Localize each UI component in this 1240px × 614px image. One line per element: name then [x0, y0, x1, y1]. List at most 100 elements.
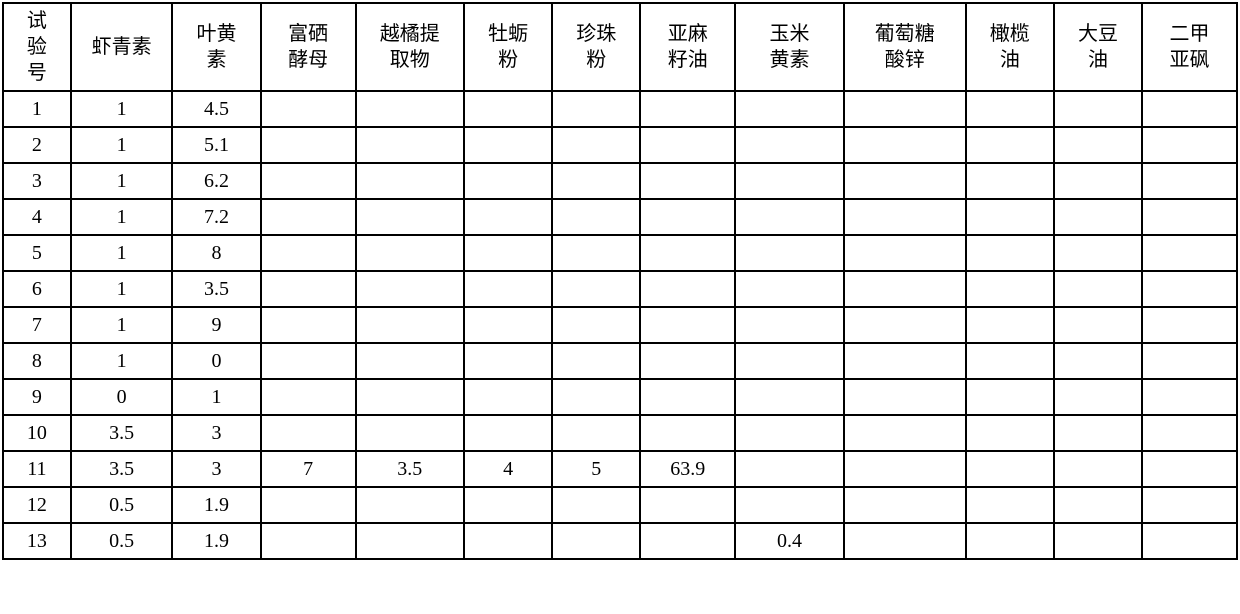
table-cell	[640, 379, 735, 415]
table-cell	[844, 235, 966, 271]
table-row: 901	[3, 379, 1237, 415]
table-cell	[1054, 487, 1142, 523]
table-cell: 7	[261, 451, 356, 487]
table-cell	[464, 235, 552, 271]
table-cell	[966, 127, 1054, 163]
table-cell	[552, 379, 640, 415]
table-cell	[261, 199, 356, 235]
table-cell	[966, 163, 1054, 199]
table-cell	[735, 415, 843, 451]
table-cell	[464, 127, 552, 163]
table-cell	[735, 91, 843, 127]
table-cell: 3	[3, 163, 71, 199]
table-cell	[552, 487, 640, 523]
table-cell	[844, 307, 966, 343]
table-cell	[1142, 523, 1237, 559]
table-cell: 0	[172, 343, 260, 379]
table-cell: 12	[3, 487, 71, 523]
table-cell	[464, 271, 552, 307]
table-cell	[1142, 91, 1237, 127]
table-cell: 1	[71, 343, 173, 379]
table-cell	[1054, 91, 1142, 127]
table-cell	[640, 235, 735, 271]
table-cell	[464, 343, 552, 379]
table-cell	[464, 307, 552, 343]
table-cell: 3.5	[356, 451, 464, 487]
table-cell: 7	[3, 307, 71, 343]
header-text: 亚麻籽油	[668, 23, 708, 71]
table-cell: 6.2	[172, 163, 260, 199]
col-header-12: 二甲亚砜	[1142, 3, 1237, 91]
table-cell	[1054, 163, 1142, 199]
header-text: 橄榄油	[990, 23, 1030, 71]
table-cell: 5.1	[172, 127, 260, 163]
table-cell	[844, 451, 966, 487]
table-cell	[552, 343, 640, 379]
table-body: 114.5215.1316.2417.2518613.5719810901103…	[3, 91, 1237, 559]
col-header-10: 橄榄油	[966, 3, 1054, 91]
table-cell: 11	[3, 451, 71, 487]
data-table: 试验号 虾青素 叶黄素 富硒酵母 越橘提取物 牡蛎粉 珍珠粉 亚麻籽油 玉米黄素…	[2, 2, 1238, 560]
table-cell	[464, 199, 552, 235]
table-cell: 1	[71, 127, 173, 163]
table-cell	[356, 487, 464, 523]
table-cell	[261, 307, 356, 343]
table-cell	[552, 271, 640, 307]
table-cell	[844, 127, 966, 163]
table-cell	[966, 307, 1054, 343]
header-text: 二甲亚砜	[1170, 23, 1210, 71]
header-text: 珍珠粉	[576, 23, 616, 71]
table-cell: 1	[71, 163, 173, 199]
table-cell	[640, 487, 735, 523]
table-cell	[966, 235, 1054, 271]
table-cell	[261, 343, 356, 379]
table-cell: 1	[3, 91, 71, 127]
table-cell	[261, 163, 356, 199]
table-cell	[735, 163, 843, 199]
table-cell	[552, 415, 640, 451]
table-cell: 1	[71, 199, 173, 235]
table-cell	[1054, 451, 1142, 487]
col-header-1: 虾青素	[71, 3, 173, 91]
header-text: 越橘提取物	[380, 23, 440, 71]
table-cell	[966, 415, 1054, 451]
table-row: 120.51.9	[3, 487, 1237, 523]
table-row: 316.2	[3, 163, 1237, 199]
table-cell: 1	[172, 379, 260, 415]
table-cell	[356, 199, 464, 235]
table-cell	[1054, 343, 1142, 379]
col-header-3: 富硒酵母	[261, 3, 356, 91]
table-cell: 1	[71, 91, 173, 127]
table-row: 114.5	[3, 91, 1237, 127]
table-cell	[261, 379, 356, 415]
table-cell	[552, 199, 640, 235]
table-cell	[844, 523, 966, 559]
header-text: 葡萄糖酸锌	[875, 23, 935, 71]
col-header-5: 牡蛎粉	[464, 3, 552, 91]
table-cell	[966, 523, 1054, 559]
table-cell: 4	[464, 451, 552, 487]
table-row: 417.2	[3, 199, 1237, 235]
table-cell: 1.9	[172, 523, 260, 559]
table-cell	[966, 379, 1054, 415]
col-header-8: 玉米黄素	[735, 3, 843, 91]
table-cell	[1142, 307, 1237, 343]
col-header-0: 试验号	[3, 3, 71, 91]
table-cell	[1054, 127, 1142, 163]
table-cell: 4.5	[172, 91, 260, 127]
table-cell	[552, 127, 640, 163]
col-header-9: 葡萄糖酸锌	[844, 3, 966, 91]
table-cell	[261, 127, 356, 163]
table-row: 130.51.90.4	[3, 523, 1237, 559]
table-cell	[1142, 487, 1237, 523]
table-cell	[261, 91, 356, 127]
table-cell	[356, 91, 464, 127]
table-cell: 13	[3, 523, 71, 559]
table-cell: 3.5	[71, 415, 173, 451]
table-cell: 7.2	[172, 199, 260, 235]
table-cell	[640, 415, 735, 451]
table-cell	[640, 199, 735, 235]
table-cell: 10	[3, 415, 71, 451]
table-row: 810	[3, 343, 1237, 379]
table-cell	[464, 523, 552, 559]
